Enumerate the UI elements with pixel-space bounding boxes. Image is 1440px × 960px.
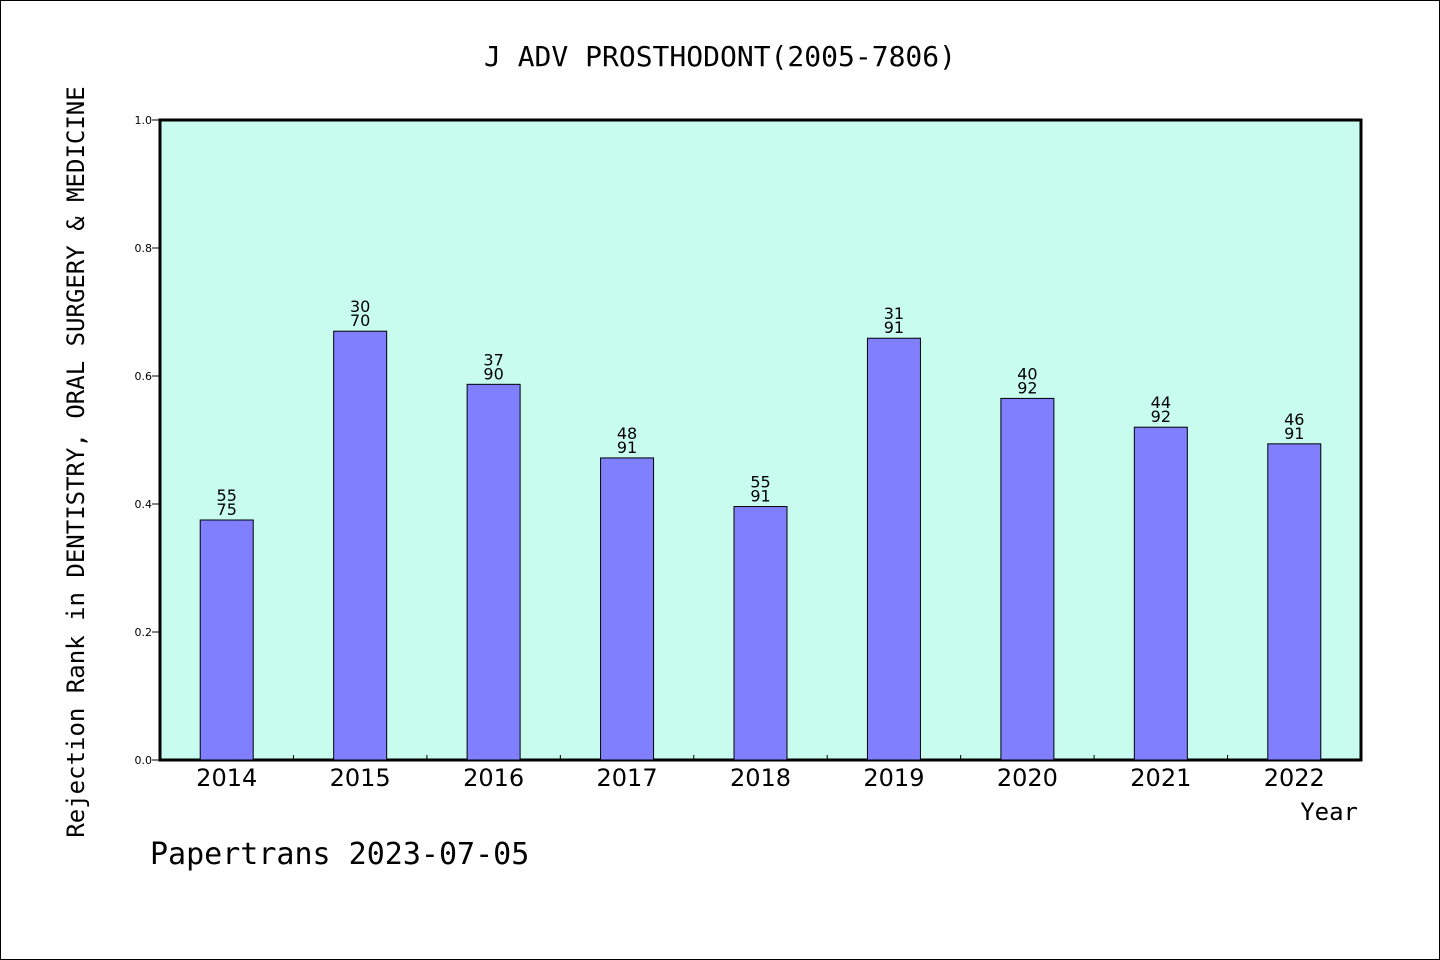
- x-tick-label: 2020: [997, 764, 1058, 792]
- bar: [1000, 397, 1055, 761]
- x-tick-label: 2015: [330, 764, 391, 792]
- bars: [199, 330, 1322, 761]
- y-tick-label: 0.2: [135, 626, 153, 639]
- y-axis-label: Rejection Rank in DENTISTRY, ORAL SURGER…: [62, 86, 90, 837]
- bar: [733, 506, 788, 761]
- bar-label-total: 70: [350, 311, 370, 330]
- x-axis-label: Year: [1300, 798, 1358, 826]
- x-tick-label: 2018: [730, 764, 791, 792]
- bar-label-rank: 44: [1151, 393, 1171, 412]
- bar-label-rank: 48: [617, 424, 637, 443]
- y-tick-label: 0.8: [135, 242, 153, 255]
- bar-label-total: 75: [217, 500, 237, 519]
- bar-label-total: 92: [1151, 407, 1171, 426]
- x-tick-label: 2022: [1264, 764, 1325, 792]
- footer-note: Papertrans 2023-07-05: [150, 837, 529, 872]
- bar: [466, 383, 521, 761]
- bar-label-rank: 46: [1284, 410, 1304, 429]
- bar-label-total: 91: [1284, 424, 1304, 443]
- bar-label-rank: 31: [884, 304, 904, 323]
- bar-label-total: 92: [1017, 378, 1037, 397]
- bar-label-rank: 55: [217, 486, 237, 505]
- y-tick-label: 0.6: [135, 370, 153, 383]
- bar: [600, 457, 655, 761]
- x-tick-label: 2017: [597, 764, 658, 792]
- bar: [333, 330, 388, 761]
- bar-label-rank: 30: [350, 297, 370, 316]
- x-tick-label: 2016: [463, 764, 524, 792]
- y-axis: 0.0 0.2 0.4 0.6 0.8 1.0: [135, 114, 160, 767]
- x-axis: 2014 2015 2016 2017 2018 2019 2020 2021 2022: [196, 755, 1325, 792]
- bar: [199, 519, 254, 761]
- bar-label-rank: 40: [1017, 364, 1037, 383]
- x-tick-label: 2021: [1130, 764, 1191, 792]
- bar-label-rank: 55: [750, 473, 770, 492]
- bar-label-total: 91: [884, 318, 904, 337]
- bar-label-total: 91: [617, 438, 637, 457]
- bar-label-total: 91: [750, 487, 770, 506]
- bar: [1267, 443, 1322, 761]
- x-tick-label: 2019: [863, 764, 924, 792]
- bar: [866, 337, 921, 761]
- y-tick-label: 0.0: [135, 754, 153, 767]
- chart-title: J ADV PROSTHODONT(2005-7806): [484, 40, 956, 73]
- bar-label-total: 90: [483, 364, 503, 383]
- y-tick-label: 0.4: [135, 498, 153, 511]
- x-tick-label: 2014: [196, 764, 257, 792]
- bar-label-rank: 37: [483, 350, 503, 369]
- y-tick-label: 1.0: [135, 114, 153, 127]
- bar: [1133, 426, 1188, 761]
